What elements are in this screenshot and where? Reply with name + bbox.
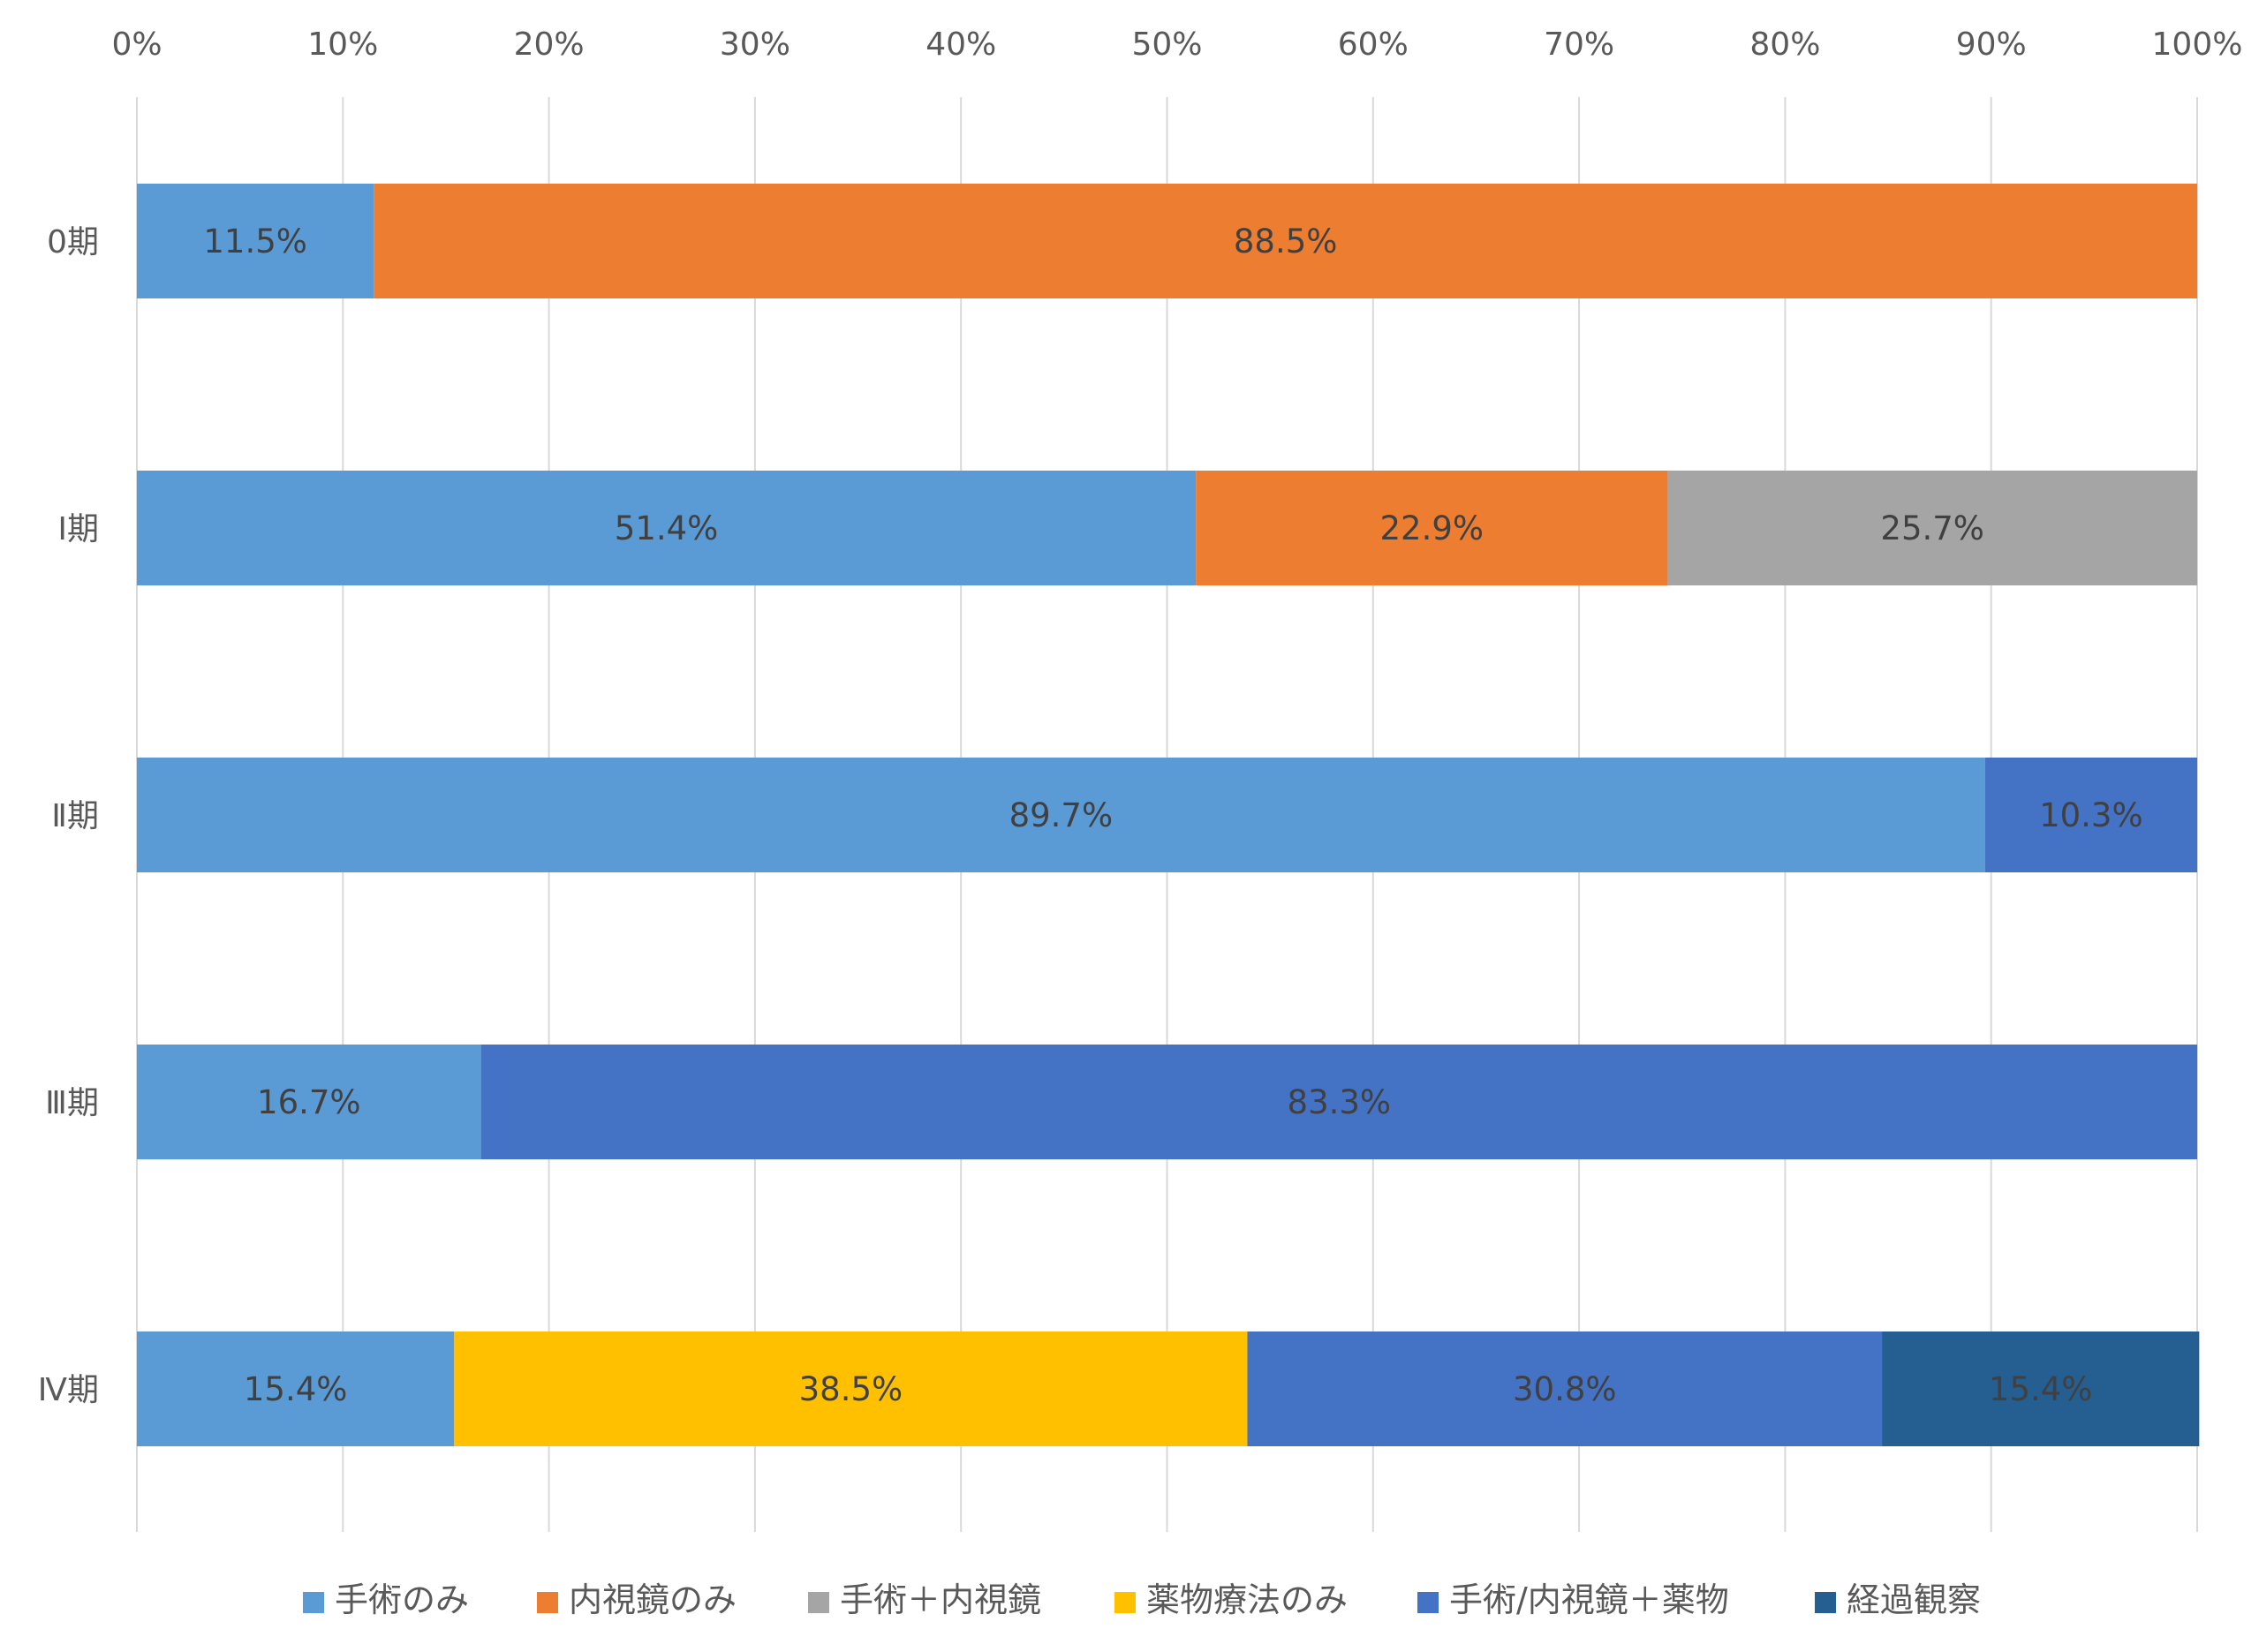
data-label: 15.4%	[244, 1370, 348, 1408]
category-label: 0期	[47, 224, 99, 260]
legend-swatch	[1417, 1592, 1439, 1613]
category-label: Ⅱ期	[51, 798, 99, 834]
bar-segments	[137, 184, 2200, 1446]
x-tick-label: 20%	[514, 26, 585, 63]
data-label: 15.4%	[1989, 1370, 2093, 1408]
data-label: 16.7%	[257, 1083, 361, 1121]
bar-segment	[137, 758, 1985, 872]
category-axis-labels: 0期 Ⅰ期 Ⅱ期 Ⅲ期 Ⅳ期	[38, 224, 99, 1408]
legend-label: 内視鏡のみ	[569, 1580, 737, 1619]
bar-segment	[1882, 1331, 2200, 1446]
data-label: 25.7%	[1880, 509, 1984, 547]
legend-label: 経過観察	[1847, 1580, 1981, 1619]
x-tick-label: 30%	[720, 26, 790, 63]
bar-segment	[137, 1331, 455, 1446]
data-label: 11.5%	[203, 223, 307, 260]
legend-label: 手術＋内視鏡	[840, 1580, 1041, 1619]
bar-segment	[454, 1331, 1248, 1446]
bar-segment	[1196, 471, 1668, 585]
data-label: 38.5%	[799, 1370, 903, 1408]
x-tick-label: 0%	[111, 26, 162, 63]
x-tick-label: 40%	[926, 26, 996, 63]
bar-segment	[1984, 758, 2197, 872]
bar-segment	[1667, 471, 2197, 585]
legend-swatch	[1815, 1592, 1836, 1613]
legend-label: 薬物療法のみ	[1146, 1580, 1348, 1619]
bar-segment	[1247, 1331, 1883, 1446]
data-label: 30.8%	[1513, 1370, 1617, 1408]
legend-swatch	[537, 1592, 558, 1613]
category-label: Ⅰ期	[57, 511, 99, 547]
data-label: 88.5%	[1234, 223, 1338, 260]
data-labels: 11.5% 88.5% 51.4% 22.9% 25.7% 89.7% 10.3% 16.7%…	[203, 223, 2142, 1408]
x-tick-label: 80%	[1749, 26, 1820, 63]
bar-segment	[480, 1045, 2197, 1159]
legend: 手術のみ 内視鏡のみ 手術＋内視鏡 薬物療法のみ 手術/内視鏡＋薬物 経過観察	[303, 1580, 1981, 1619]
data-label: 83.3%	[1288, 1083, 1392, 1121]
legend-swatch	[808, 1592, 829, 1613]
bar-segment	[137, 184, 374, 298]
x-tick-label: 90%	[1956, 26, 2027, 63]
bar-segment	[374, 184, 2198, 298]
data-label: 22.9%	[1380, 509, 1485, 547]
category-label: Ⅲ期	[45, 1085, 99, 1121]
data-label: 51.4%	[615, 509, 719, 547]
category-label: Ⅳ期	[38, 1372, 99, 1408]
legend-swatch	[303, 1592, 324, 1613]
x-tick-label: 70%	[1544, 26, 1614, 63]
bar-segment	[137, 1045, 481, 1159]
x-tick-label: 10%	[307, 26, 378, 63]
data-label: 10.3%	[2039, 796, 2143, 834]
legend-label: 手術のみ	[335, 1580, 469, 1619]
x-tick-label: 60%	[1338, 26, 1409, 63]
x-tick-label: 50%	[1131, 26, 1202, 63]
legend-label: 手術/内視鏡＋薬物	[1449, 1580, 1729, 1619]
data-label: 89.7%	[1009, 796, 1114, 834]
x-tick-label: 100%	[2152, 26, 2243, 63]
legend-swatch	[1114, 1592, 1136, 1613]
bar-segment	[137, 471, 1197, 585]
x-axis-tick-labels: 0% 10% 20% 30% 40% 50% 60% 70% 80% 90% 100%	[111, 26, 2242, 63]
